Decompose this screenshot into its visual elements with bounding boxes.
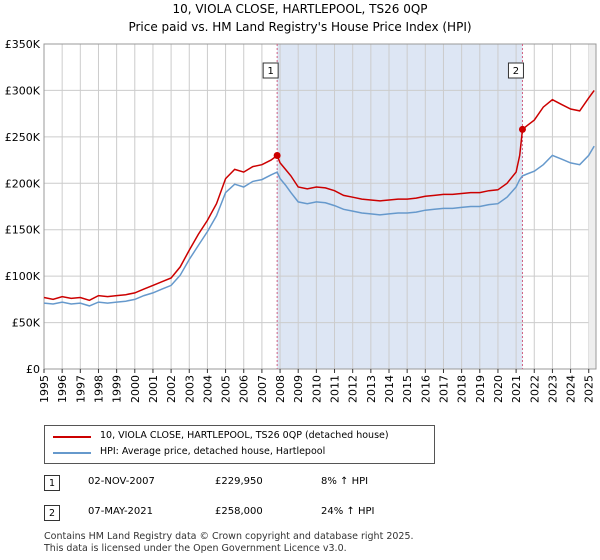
legend: 10, VIOLA CLOSE, HARTLEPOOL, TS26 0QP (d… — [44, 425, 435, 464]
price-chart: £0 £50K £100K £150K £200K £250K £300K £350K 1995… — [5, 38, 597, 403]
y-tick-label: £250K — [5, 131, 41, 144]
x-tick-label: 2006 — [238, 375, 251, 403]
y-tick-label: £150K — [5, 224, 41, 237]
x-tick-label: 2008 — [274, 375, 287, 403]
x-tick-label: 2001 — [147, 375, 160, 403]
footer-licence: This data is licensed under the Open Gov… — [44, 543, 347, 554]
x-tick-label: 2017 — [437, 375, 450, 403]
x-tick-label: 2022 — [528, 375, 541, 403]
legend-label-property: 10, VIOLA CLOSE, HARTLEPOOL, TS26 0QP (d… — [100, 430, 389, 441]
sale-date: 02-NOV-2007 — [88, 476, 155, 487]
legend-label-hpi: HPI: Average price, detached house, Hart… — [100, 446, 326, 457]
sale-point-1 — [273, 151, 281, 159]
footer-copyright: Contains HM Land Registry data © Crown c… — [44, 531, 414, 542]
x-tick-label: 2020 — [492, 375, 505, 403]
sale-badge-2: 2 — [44, 505, 60, 521]
y-tick-label: £300K — [5, 84, 41, 97]
x-tick-label: 1996 — [56, 375, 69, 403]
chart-title: 10, VIOLA CLOSE, HARTLEPOOL, TS26 0QP — [172, 2, 428, 16]
sale-price: £229,950 — [215, 476, 263, 487]
x-tick-label: 1995 — [38, 375, 51, 403]
y-tick-label: £50K — [12, 317, 41, 330]
sale-label-1: 1 — [267, 66, 273, 77]
sale-date: 07-MAY-2021 — [88, 506, 154, 517]
sale-label-box-2 — [507, 62, 524, 79]
x-tick-label: 2015 — [401, 375, 414, 403]
x-tick-label: 1998 — [92, 375, 105, 403]
y-tick-label: £200K — [5, 177, 41, 190]
x-tick-label: 2013 — [365, 375, 378, 403]
sale-period-shading — [277, 44, 523, 369]
x-tick-label: 2024 — [565, 375, 578, 403]
y-tick-label: £0 — [26, 363, 40, 376]
x-tick-label: 2019 — [474, 375, 487, 403]
x-tick-label: 2018 — [456, 375, 469, 403]
x-tick-label: 2002 — [165, 375, 178, 403]
x-tick-label: 2004 — [201, 375, 214, 403]
y-tick-label: £100K — [5, 270, 41, 283]
x-tick-label: 2023 — [546, 375, 559, 403]
sale-price: £258,000 — [215, 506, 263, 517]
x-tick-label: 2005 — [220, 375, 233, 403]
x-tick-label: 2007 — [256, 375, 269, 403]
chart-subtitle: Price paid vs. HM Land Registry's House … — [128, 20, 472, 34]
x-tick-label: 1999 — [111, 375, 124, 403]
sale-hpi-diff: 24% ↑ HPI — [321, 506, 375, 517]
plot-frame — [43, 43, 597, 370]
x-tick-label: 2009 — [292, 375, 305, 403]
x-tick-label: 2012 — [347, 375, 360, 403]
sale-hpi-diff: 8% ↑ HPI — [321, 476, 369, 487]
sale-badge-1: 1 — [44, 475, 60, 491]
legend-swatch-blue — [53, 452, 91, 454]
x-tick-label: 1997 — [74, 375, 87, 403]
sale-point-2 — [518, 125, 526, 133]
legend-swatch-red — [53, 436, 91, 438]
x-tick-label: 2014 — [383, 375, 396, 403]
x-tick-label: 2011 — [329, 375, 342, 403]
sale-label-2: 2 — [513, 66, 519, 77]
x-tick-label: 2025 — [583, 375, 596, 403]
property-series-line — [43, 89, 595, 302]
x-tick-label: 2016 — [419, 375, 432, 403]
x-tick-label: 2021 — [510, 375, 523, 403]
sale-label-box-1 — [262, 62, 279, 79]
x-tick-label: 2000 — [129, 375, 142, 403]
y-tick-label: £350K — [5, 38, 41, 51]
x-tick-label: 2010 — [310, 375, 323, 403]
x-tick-label: 2003 — [183, 375, 196, 403]
future-hatch — [588, 44, 596, 369]
hpi-series-line — [43, 145, 595, 307]
